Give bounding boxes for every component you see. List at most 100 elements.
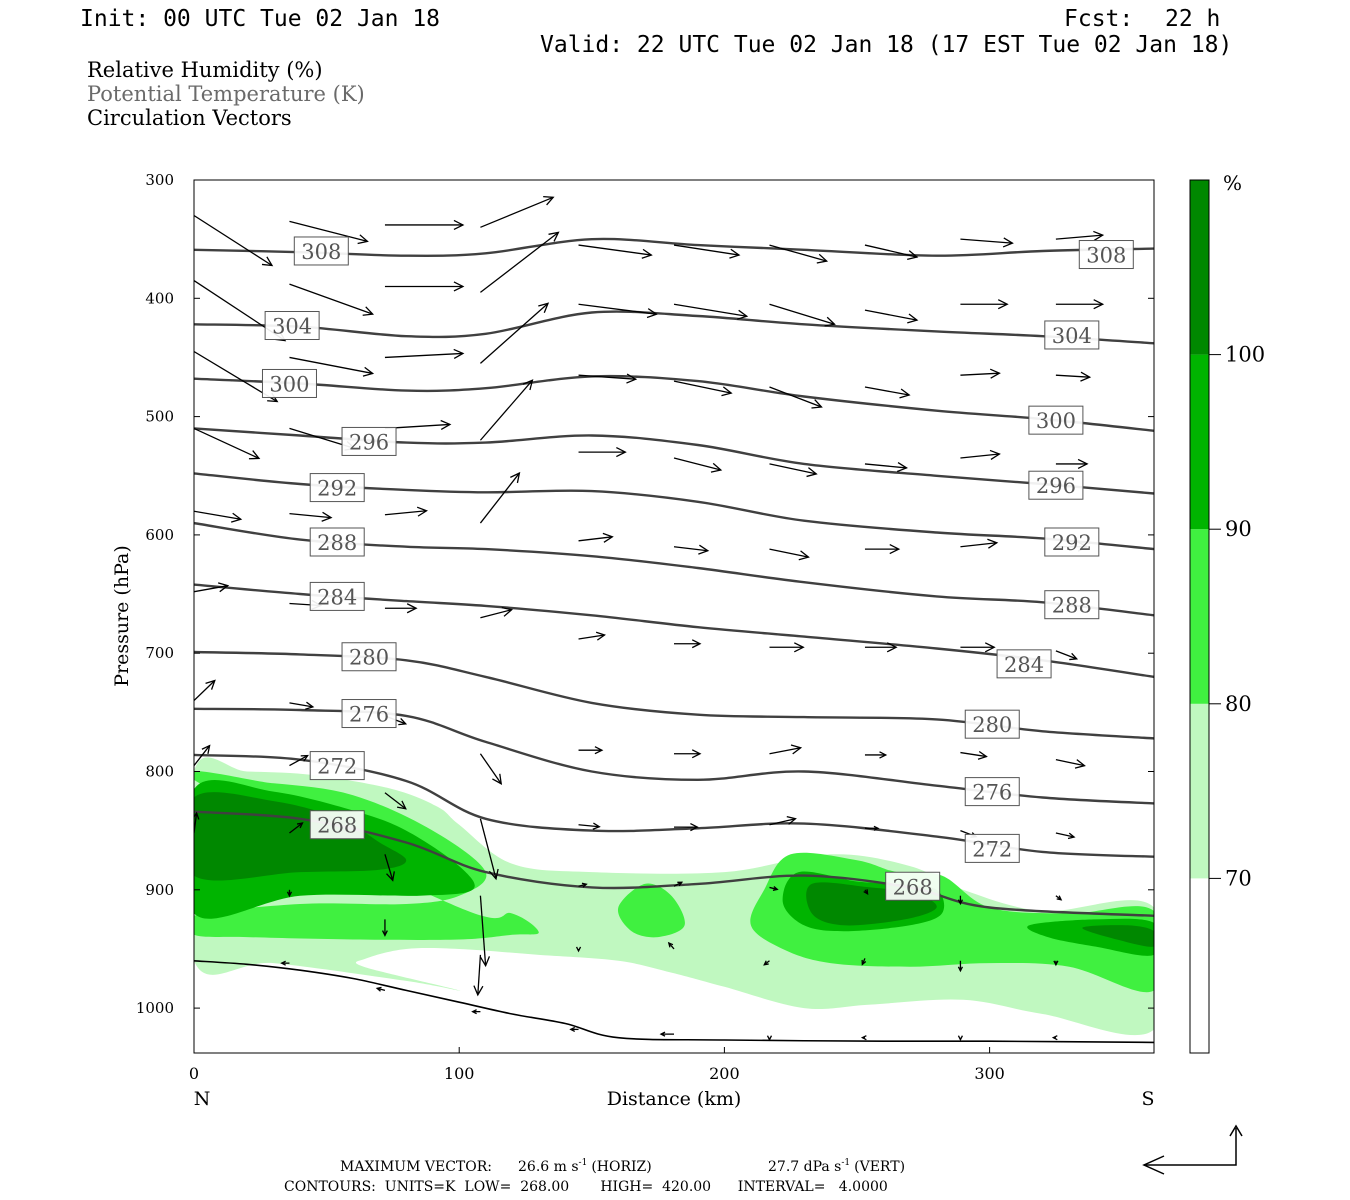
circulation-vector bbox=[1055, 759, 1086, 769]
circulation-vector bbox=[289, 283, 375, 316]
y-tick-label: 900 bbox=[145, 881, 174, 899]
circulation-vector bbox=[1053, 960, 1059, 967]
circulation-vector bbox=[960, 750, 988, 760]
theta-label-308-1: 308 bbox=[1078, 240, 1134, 270]
colorbar-label: 70 bbox=[1225, 866, 1252, 890]
theta-label-text: 280 bbox=[349, 646, 389, 670]
circulation-vector bbox=[864, 544, 901, 555]
theta-label-300-0: 300 bbox=[261, 368, 317, 398]
theta-label-text: 288 bbox=[317, 531, 357, 555]
theta-label-268-0: 268 bbox=[309, 810, 365, 840]
theta-label-284-1: 284 bbox=[996, 649, 1052, 679]
circulation-vector bbox=[769, 244, 829, 264]
circulation-vector bbox=[769, 463, 818, 478]
theta-label-308-0: 308 bbox=[293, 236, 349, 266]
colorbar-unit: % bbox=[1223, 171, 1242, 195]
vector-layer bbox=[194, 195, 1105, 1042]
theta-label-text: 288 bbox=[1052, 594, 1092, 618]
theta-label-text: 272 bbox=[972, 837, 1012, 861]
circulation-vector bbox=[575, 946, 582, 953]
colorbar-label: 90 bbox=[1225, 517, 1252, 541]
circulation-vector bbox=[673, 544, 710, 555]
theta-label-272-1: 272 bbox=[964, 833, 1020, 863]
circulation-vector bbox=[667, 941, 675, 950]
circulation-vector bbox=[673, 380, 733, 397]
theta-label-292-1: 292 bbox=[1044, 527, 1100, 557]
circulation-vector bbox=[384, 348, 465, 359]
theta-label-text: 280 bbox=[972, 713, 1012, 737]
circulation-vector bbox=[384, 854, 395, 882]
circulation-vector bbox=[479, 818, 499, 881]
colorbar: 70 80 90 100% bbox=[1189, 171, 1265, 1054]
circulation-vector bbox=[960, 299, 1009, 310]
circulation-vector bbox=[194, 510, 243, 523]
circulation-vector bbox=[289, 511, 333, 522]
circulation-vector bbox=[578, 532, 614, 543]
x-tick-label: 300 bbox=[974, 1064, 1005, 1083]
circulation-vector bbox=[381, 919, 388, 937]
circulation-vector bbox=[479, 379, 534, 441]
circulation-vector bbox=[1055, 371, 1092, 382]
theta-label-304-1: 304 bbox=[1044, 320, 1100, 350]
theta-label-296-1: 296 bbox=[1028, 470, 1084, 500]
theta-label-text: 296 bbox=[1036, 474, 1076, 498]
circulation-vector bbox=[960, 642, 996, 653]
theta-label-288-0: 288 bbox=[309, 527, 365, 557]
circulation-vector bbox=[1055, 299, 1105, 310]
reference-vector-icon bbox=[1142, 1124, 1243, 1175]
circulation-vector bbox=[864, 462, 909, 473]
circulation-vector bbox=[769, 548, 810, 561]
circulation-vector bbox=[289, 356, 375, 377]
theta-label-text: 284 bbox=[1004, 653, 1044, 677]
circulation-vector bbox=[1055, 895, 1063, 901]
circulation-vector bbox=[375, 986, 386, 992]
theta-label-276-1: 276 bbox=[964, 777, 1020, 807]
footer-max-vector-label: MAXIMUM VECTOR: bbox=[340, 1159, 492, 1175]
circulation-vector bbox=[673, 303, 749, 320]
legend-relative-humidity: Relative Humidity (%) bbox=[87, 58, 323, 82]
rh-region-100-9 bbox=[1082, 925, 1154, 947]
colorbar-swatch-90 bbox=[1190, 354, 1209, 530]
y-tick-label: 300 bbox=[145, 171, 174, 189]
terrain-line bbox=[194, 960, 1154, 1044]
theta-label-text: 296 bbox=[349, 430, 389, 454]
circulation-vector bbox=[289, 822, 304, 834]
circulation-vector bbox=[194, 214, 274, 267]
circulation-vector bbox=[578, 373, 638, 384]
circulation-vector bbox=[1055, 458, 1089, 470]
forecast-hour-label: Fcst: bbox=[1064, 6, 1134, 32]
valid-time: Valid: 22 UTC Tue 02 Jan 18 (17 EST Tue … bbox=[540, 32, 1233, 58]
circulation-vector bbox=[960, 368, 1001, 379]
theta-contour-304 bbox=[194, 310, 1154, 345]
theta-label-text: 268 bbox=[317, 814, 357, 838]
circulation-vector bbox=[766, 1035, 773, 1042]
y-tick-label: 1000 bbox=[136, 999, 174, 1017]
forecast-hour-value: 22 h bbox=[1165, 6, 1221, 32]
theta-contour-308 bbox=[194, 237, 1154, 258]
legend-potential-temperature: Potential Temperature (K) bbox=[87, 82, 365, 106]
rh-region-80-2 bbox=[617, 883, 685, 938]
circulation-vector bbox=[384, 792, 407, 810]
circulation-vector bbox=[384, 603, 418, 614]
theta-label-text: 272 bbox=[317, 755, 357, 779]
theta-label-280-0: 280 bbox=[341, 642, 397, 672]
circulation-vector bbox=[578, 882, 588, 888]
circulation-vector bbox=[473, 954, 484, 997]
circulation-vector bbox=[864, 244, 919, 261]
circulation-vector bbox=[957, 1035, 964, 1042]
circulation-vector bbox=[578, 303, 658, 319]
footer-contours-info: CONTOURS: UNITS=K LOW= 268.00 HIGH= 420.… bbox=[284, 1179, 888, 1195]
theta-label-text: 304 bbox=[272, 315, 312, 339]
circulation-vector bbox=[957, 895, 964, 906]
circulation-vector bbox=[1051, 1035, 1058, 1041]
footer-max-horiz: 26.6 m s-1 (HORIZ) bbox=[518, 1158, 652, 1175]
circulation-vector bbox=[280, 960, 290, 966]
circulation-vector bbox=[864, 309, 919, 324]
theta-label-292-0: 292 bbox=[309, 473, 365, 503]
theta-label-304-0: 304 bbox=[264, 311, 320, 341]
circulation-vector bbox=[479, 895, 491, 968]
y-tick-label: 500 bbox=[145, 408, 174, 426]
circulation-vector bbox=[769, 303, 836, 327]
circulation-vector bbox=[864, 751, 888, 759]
